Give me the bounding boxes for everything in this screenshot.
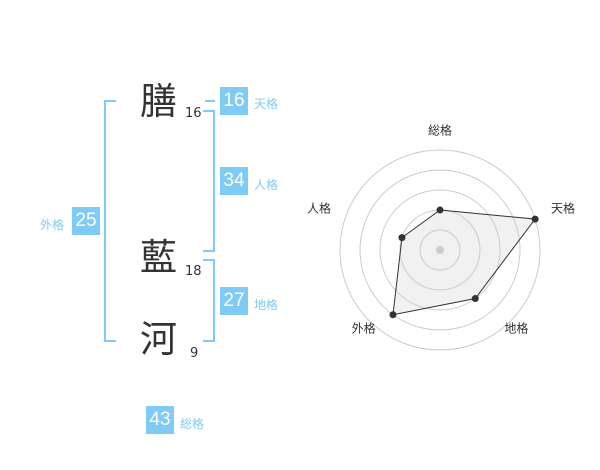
radar-point (389, 311, 397, 319)
jinkaku-value: 34 (220, 167, 248, 195)
jinkaku-label: 人格 (254, 178, 279, 192)
chikaku-value: 27 (220, 287, 248, 315)
soukaku-value: 43 (146, 406, 174, 434)
radar-center (436, 246, 444, 254)
radar-point (398, 234, 406, 242)
radar-area (392, 209, 537, 316)
radar-ring (359, 169, 521, 331)
radar-point (436, 206, 444, 214)
stroke-count-1: 16 (185, 106, 202, 121)
gaikaku-label: 外格 (40, 218, 65, 232)
jinkaku-bracket (203, 110, 215, 252)
radar-ring (379, 189, 501, 311)
radar-axis-label: 外格 (351, 321, 376, 336)
chikaku-label: 地格 (254, 298, 279, 312)
radar-ring (419, 229, 461, 271)
radar-axis-label: 地格 (504, 321, 529, 336)
name-char-3: 河 (140, 318, 177, 361)
radar-axis-label: 天格 (550, 201, 576, 216)
tenkaku-label: 天格 (254, 97, 279, 111)
soukaku-label: 総格 (180, 417, 205, 431)
tenkaku-bracket (205, 100, 215, 102)
gaikaku-bracket (104, 100, 116, 342)
radar-point (471, 295, 479, 303)
chikaku-bracket (203, 259, 215, 342)
name-char-1: 膳 (140, 80, 177, 123)
stroke-count-2: 18 (185, 264, 202, 279)
name-char-2: 藍 (140, 236, 177, 279)
radar-point (531, 215, 539, 223)
radar-axis-label: 総格 (427, 123, 453, 138)
stroke-count-3: 9 (190, 346, 199, 361)
radar-ring (339, 149, 541, 351)
tenkaku-value: 16 (220, 87, 248, 115)
radar-axis-label: 人格 (306, 201, 332, 216)
gaikaku-value: 25 (72, 207, 100, 235)
